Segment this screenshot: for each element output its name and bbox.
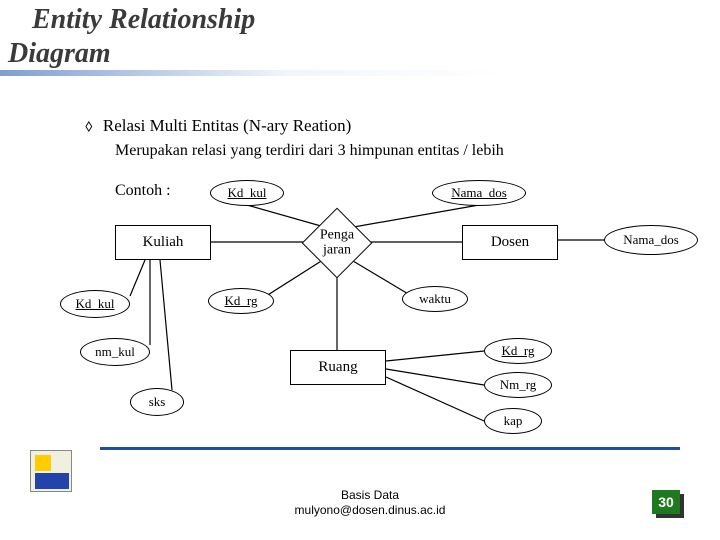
slide-title-line2: Diagram xyxy=(8,38,111,70)
attribute-nama_dos_top: Nama_dos xyxy=(432,180,526,206)
page-number: 30 xyxy=(652,490,680,514)
footer-text-line1: Basis Data xyxy=(270,488,470,502)
university-logo xyxy=(30,450,72,492)
relation-pengajaran: Pengajaran xyxy=(312,218,362,268)
attribute-kd_rg_mid: Kd_rg xyxy=(208,288,274,314)
attribute-kd_kul_left: Kd_kul xyxy=(60,290,130,318)
entity-kuliah: Kuliah xyxy=(115,225,211,260)
attribute-sks: sks xyxy=(130,388,184,416)
contoh-label: Contoh : xyxy=(115,182,171,200)
header-accent xyxy=(0,70,720,76)
slide-title-line1: Entity Relationship xyxy=(32,4,255,36)
attribute-kd_rg_right: Kd_rg xyxy=(484,338,552,364)
diagram-edges xyxy=(0,0,720,540)
bullet-text: Relasi Multi Entitas (N-ary Reation) xyxy=(103,116,351,135)
attribute-nama_dos_right: Nama_dos xyxy=(604,225,698,255)
attribute-kd_kul_top: Kd_kul xyxy=(210,180,284,206)
attribute-nm_rg: Nm_rg xyxy=(484,372,552,398)
entity-dosen: Dosen xyxy=(462,225,558,260)
bullet-marker: ⬨ xyxy=(85,116,93,135)
footer-text-line2: mulyono@dosen.dinus.ac.id xyxy=(240,503,500,517)
entity-ruang: Ruang xyxy=(290,350,386,385)
attribute-kap: kap xyxy=(484,408,542,434)
bullet-row: ⬨ Relasi Multi Entitas (N-ary Reation) xyxy=(85,116,351,136)
attribute-waktu: waktu xyxy=(402,286,468,312)
footer-divider xyxy=(100,447,680,450)
bullet-subtext: Merupakan relasi yang terdiri dari 3 him… xyxy=(115,142,504,160)
attribute-nm_kul: nm_kul xyxy=(80,338,150,366)
